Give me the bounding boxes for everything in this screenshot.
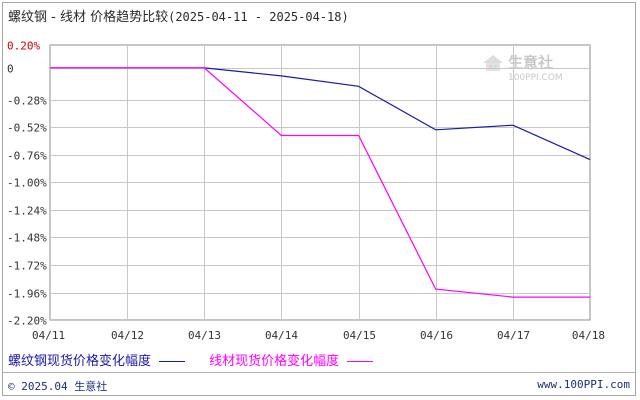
chart-title-main: 螺纹钢 - 线材 价格趋势比较 [8,10,169,25]
y-axis-ticks: 0.20% 0 -0.28% -0.52% -0.76% -1.00% -1.24% -1.4… [7,40,47,328]
legend-swatch-rebar [159,361,186,362]
series-line-0 [50,67,591,161]
y-tick-label: -1.96% [7,288,47,301]
x-tick-label: 04/11 [32,329,65,342]
watermark-url: 100PPI.COM [508,73,563,83]
legend-item-wire-rod: 线材现货价格变化幅度 [209,350,381,369]
y-tick-label: 0 [7,63,14,76]
x-tick-label: 04/14 [265,329,298,342]
y-tick-label: 0.20% [7,40,40,53]
x-axis-ticks: 04/11 04/12 04/13 04/14 04/15 04/16 04/17 04/18 [32,329,605,342]
watermark: 生意社 100PPI.COM [482,54,563,83]
y-tick-label: -1.24% [7,205,47,218]
chart-frame [2,2,636,396]
watermark-logo-icon [482,54,504,72]
footer-copyright: © 2025.04 生意社 [8,380,108,393]
chart-legend: 螺纹钢现货价格变化幅度 线材现货价格变化幅度 [8,350,393,369]
y-tick-label: -1.72% [7,260,47,273]
legend-label-wire-rod: 线材现货价格变化幅度 [209,354,340,369]
watermark-brand: 生意社 [508,53,554,72]
y-tick-label: -1.00% [7,177,47,190]
footer-site-link[interactable]: www.100PPI.com [537,378,630,391]
x-tick-label: 04/15 [343,329,376,342]
legend-swatch-wire-rod [347,361,374,362]
y-tick-label: -0.28% [7,95,47,108]
y-tick-label: -0.76% [7,150,47,163]
footer-divider [3,372,635,373]
legend-label-rebar: 螺纹钢现货价格变化幅度 [8,354,152,369]
series-line-1 [50,67,590,298]
y-tick-label: -0.52% [7,122,47,135]
chart-grid [49,44,591,321]
y-tick-label: -2.20% [7,315,47,328]
x-tick-label: 04/13 [188,329,221,342]
x-tick-label: 04/18 [572,329,605,342]
x-tick-label: 04/17 [497,329,530,342]
x-tick-label: 04/16 [420,329,453,342]
chart-title-range: (2025-04-11 - 2025-04-18) [168,10,349,24]
legend-item-rebar: 螺纹钢现货价格变化幅度 [8,350,193,369]
x-tick-label: 04/12 [111,329,144,342]
y-tick-label: -1.48% [7,232,47,245]
chart-series [49,67,591,298]
chart-title: 螺纹钢 - 线材 价格趋势比较(2025-04-11 - 2025-04-18) [8,6,349,25]
